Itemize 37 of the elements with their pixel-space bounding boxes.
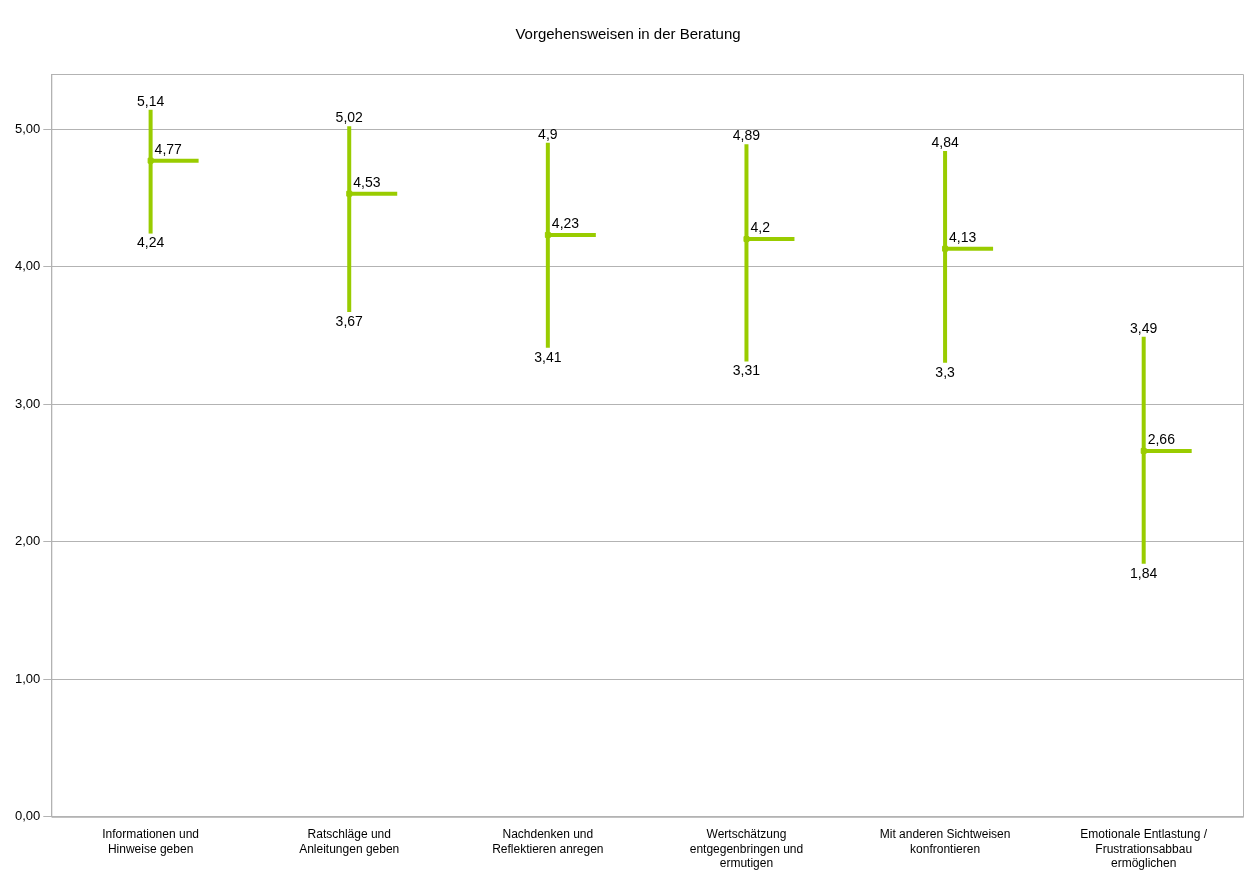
annotation: 3,67 <box>335 312 364 329</box>
chart-title: Vorgehensweisen in der Beratung <box>515 25 741 43</box>
x-tick-label: Wertschätzung entgegenbringen und ermutigen <box>689 827 804 871</box>
y-tick-label: 4,00 <box>14 258 41 274</box>
annotation: 4,84 <box>931 133 959 150</box>
point <box>147 157 154 164</box>
data-label: 4,53 <box>353 173 381 190</box>
annotation: 3,3 <box>935 363 956 380</box>
x-tick-label: Mit anderen Sichtweisen konfrontieren <box>879 827 1011 856</box>
annotation: 5,02 <box>335 109 364 126</box>
annotation: 4,24 <box>136 234 165 251</box>
annotation: 4,9 <box>538 125 558 142</box>
y-tick-label: 5,00 <box>14 120 41 136</box>
data-label: 4,77 <box>154 140 183 157</box>
point <box>544 231 551 238</box>
y-tick-label: 3,00 <box>14 395 41 411</box>
data-label: 2,66 <box>1147 430 1176 447</box>
y-tick-label: 1,00 <box>14 670 41 686</box>
x-tick-label: Informationen und Hinweise geben <box>102 827 199 856</box>
annotation: 3,31 <box>732 362 761 379</box>
x-tick-label: Nachdenken und Reflektieren anregen <box>492 827 604 856</box>
annotation: 4,89 <box>732 127 761 144</box>
annotation: 3,49 <box>1130 319 1158 336</box>
data-label: 4,23 <box>551 214 580 231</box>
point <box>1140 447 1147 454</box>
x-tick-label: Ratschläge und Anleitungen geben <box>299 827 400 856</box>
data-label: 4,13 <box>949 228 977 245</box>
annotation: 1,84 <box>1130 564 1158 581</box>
annotation: 3,41 <box>534 348 562 365</box>
y-tick-label: 2,00 <box>14 533 41 549</box>
x-tick-label: Emotionale Entlastung / Frustrationsabbau ermöglichen <box>1080 827 1208 871</box>
y-tick-label: 0,00 <box>14 808 41 824</box>
point <box>942 245 949 252</box>
data-label: 4,2 <box>750 218 771 235</box>
point <box>346 190 353 197</box>
annotation: 5,14 <box>136 92 165 109</box>
point <box>743 236 750 243</box>
